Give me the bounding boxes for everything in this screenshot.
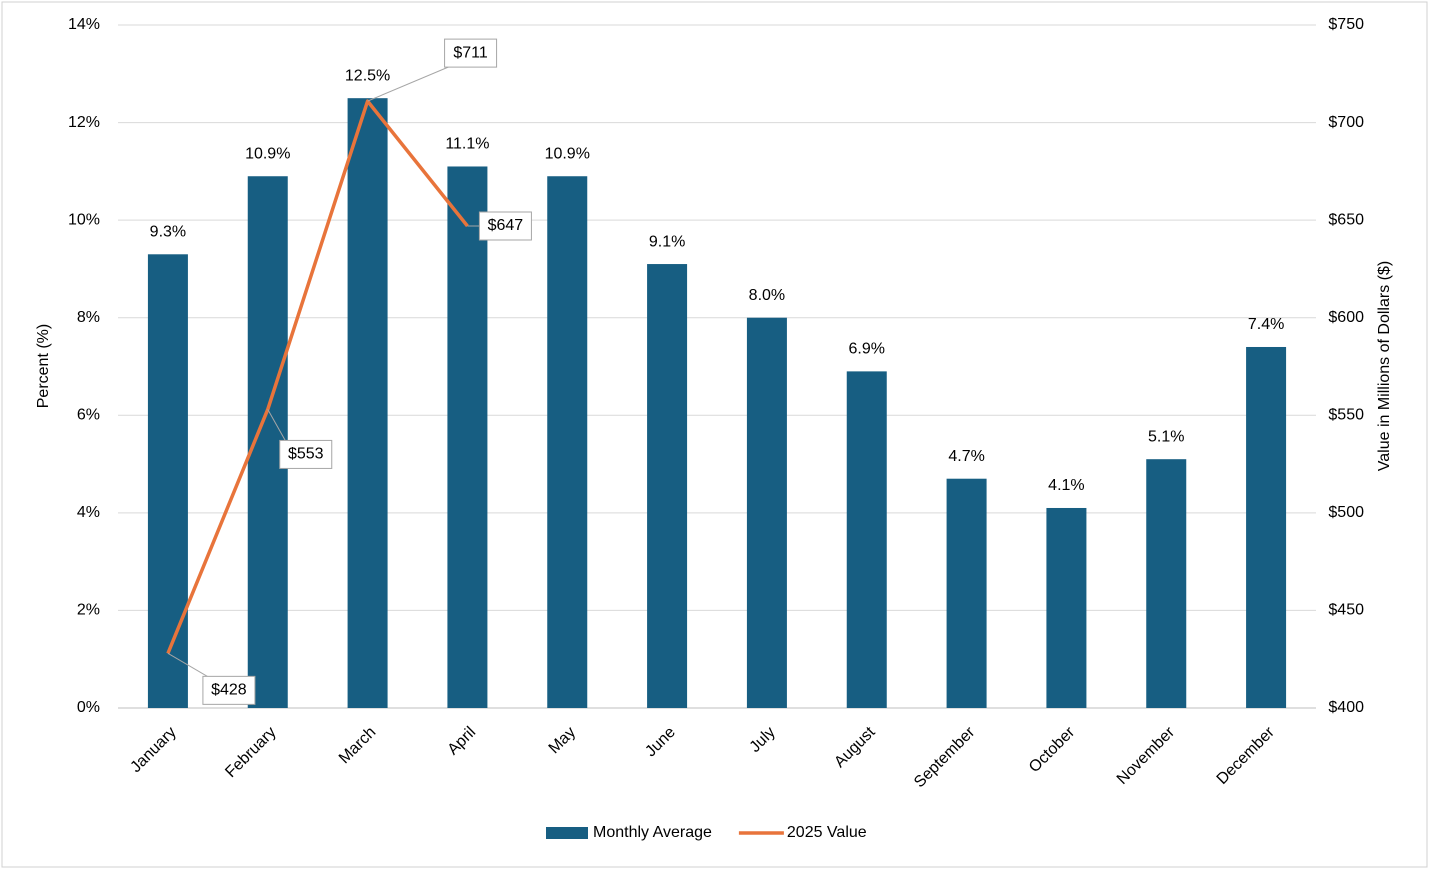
legend-swatch [546,827,588,839]
y2-tick-label: $600 [1328,309,1364,326]
bar-value-label: 9.3% [150,224,186,241]
y2-tick-label: $450 [1328,602,1364,619]
y-tick-label: 0% [77,699,100,716]
y-axis-label: Percent (%) [35,324,52,408]
y2-tick-label: $700 [1328,114,1364,131]
y-tick-label: 6% [77,407,100,424]
y2-tick-label: $550 [1328,407,1364,424]
bar [147,254,188,709]
bar-value-label: 11.1% [445,136,489,153]
y-tick-label: 12% [68,114,100,131]
bar [647,264,688,708]
y-tick-label: 8% [77,309,100,326]
callout-leader [267,409,287,442]
line-value-label: $647 [488,217,524,234]
callout-box [279,439,333,469]
legend-label: 2025 Value [787,824,867,841]
y2-tick-label: $750 [1328,16,1364,33]
y2-tick-label: $400 [1328,699,1364,716]
callout-box [478,211,532,241]
callout-leader [167,652,210,678]
bar-value-label: 7.4% [1248,316,1284,333]
bar [1146,459,1187,708]
y-tick-label: 2% [77,602,100,619]
bar [1246,346,1287,708]
y-tick-label: 4% [77,504,100,521]
bar [1046,507,1087,708]
bar-value-label: 4.7% [948,448,984,465]
line-value-label: $553 [288,446,324,463]
line-series [166,99,469,655]
bar [946,478,987,708]
callout-leader [367,65,451,102]
bar [447,166,488,708]
bar [547,176,588,708]
bar-value-label: 10.9% [545,145,590,162]
callout-box [444,38,498,68]
y2-axis-label: Value in Millions of Dollars ($) [1376,261,1393,471]
bar-value-label: 12.5% [345,67,390,84]
y-tick-label: 14% [68,16,100,33]
bar [746,317,787,708]
bar-value-label: 4.1% [1048,477,1084,494]
y-tick-label: 10% [68,211,100,228]
bar-value-label: 10.9% [245,145,290,162]
bar [347,98,388,708]
y2-tick-label: $650 [1328,211,1364,228]
line-value-label: $711 [453,44,488,61]
bar-value-label: 6.9% [849,341,885,358]
line-value-label: $428 [211,682,247,699]
y2-tick-label: $500 [1328,504,1364,521]
callout-box [202,675,256,705]
bar-value-label: 8.0% [749,287,785,304]
bar-value-label: 5.1% [1148,428,1184,445]
legend-label: Monthly Average [593,824,712,841]
bar-value-label: 9.1% [649,233,685,250]
bar [846,371,887,708]
